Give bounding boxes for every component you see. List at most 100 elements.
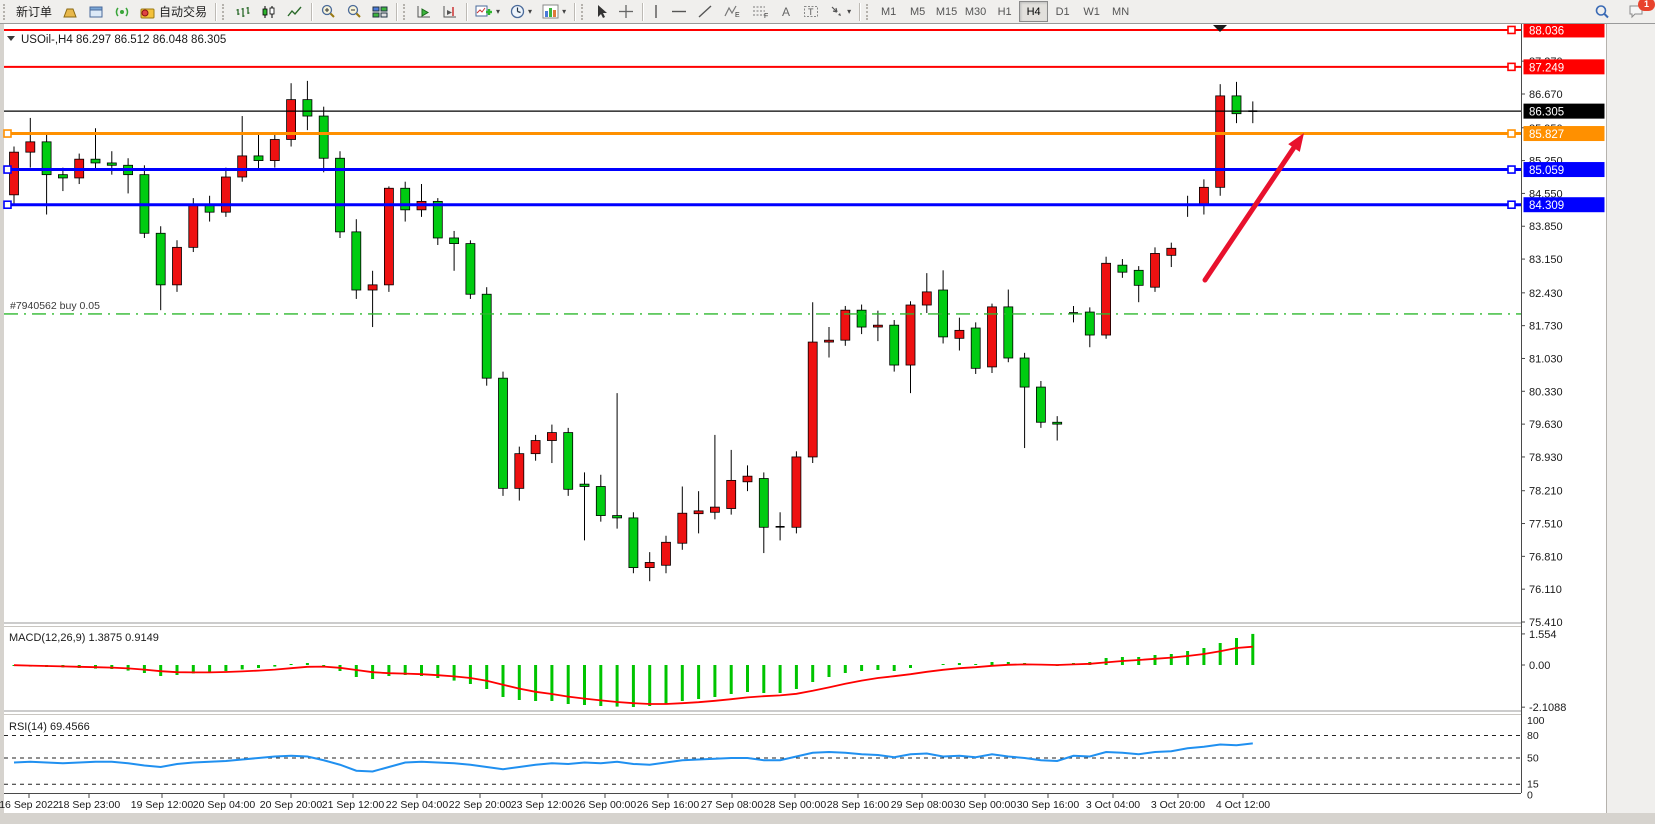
level-line-handle[interactable] [3,165,12,174]
time-tick-label: 29 Sep 08:00 [891,799,954,811]
candle-body [856,309,867,328]
crosshair-tool-button[interactable] [613,1,639,23]
text-tool-button[interactable]: A [774,1,798,23]
scroll-position-marker[interactable] [1213,25,1227,32]
time-tick-label: 30 Sep 00:00 [954,799,1017,811]
toolbar-grip[interactable] [581,3,586,20]
candle-body [693,510,704,515]
line-chart-mode-button[interactable] [282,1,308,23]
templates-button[interactable]: ▾ [537,1,571,23]
timeframe-m30-button[interactable]: M30 [964,5,987,18]
arrows-tool-button[interactable]: ▾ [824,1,856,23]
vertical-line-tool-button[interactable] [646,1,666,23]
periods-button[interactable]: ▾ [505,1,537,23]
toolbar-grip[interactable] [222,3,227,20]
signals-icon[interactable] [109,1,135,23]
timeframe-m1-button[interactable]: M1 [880,5,897,18]
crosshair-icon [619,5,634,18]
autotrade-icon [140,8,155,18]
timeframe-w1-button[interactable]: W1 [1083,5,1100,18]
rsi-tick-label: 100 [1527,715,1545,727]
autotrade-button[interactable]: 自动交易 [135,1,212,23]
level-line-handle[interactable] [3,129,12,138]
price-tick-label: 77.510 [1529,519,1563,531]
elliott-wave-tool-button[interactable]: E [718,1,746,23]
toolbar-grip[interactable] [3,3,8,20]
search-button[interactable] [1589,1,1615,23]
trend-arrow[interactable] [1202,140,1300,283]
autotrade-label: 自动交易 [159,5,208,19]
symbol-ohlc-label: USOil-,H4 86.297 86.512 86.048 86.305 [21,34,226,46]
horizontal-line-icon [672,10,687,13]
arrow-annotation-layer[interactable] [1202,133,1304,283]
timeframe-mn-button[interactable]: MN [1112,5,1130,18]
symbol-dropdown-icon[interactable] [7,36,15,41]
zoom-in-button[interactable] [315,1,341,23]
zoom-out-icon [347,4,361,18]
new-chart-button[interactable]: ▾ [470,1,505,23]
price-tick-label: 76.110 [1529,584,1562,596]
trend-arrow-head[interactable] [1288,133,1304,152]
notifications-button[interactable]: 1 [1623,0,1655,23]
timeframe-h4-button[interactable]: H4 [1019,1,1049,22]
svg-text:E: E [735,12,740,19]
timeframe-d1-button[interactable]: D1 [1055,5,1070,18]
levels-layer[interactable] [3,25,1521,315]
chart-shift-button[interactable] [437,1,463,23]
candle-body [253,155,264,161]
candle-body [987,306,997,368]
cursor-tool-button[interactable] [589,1,613,23]
timeframe-h1-button[interactable]: H1 [997,5,1012,18]
level-line-handle[interactable] [3,200,12,210]
market-watch-icon[interactable] [83,1,109,23]
price-badges-layer: 88.036 87.249 85.827 85.059 84.309 86.305 [1523,22,1605,213]
candle-body [873,324,883,328]
candle-body [1036,386,1046,423]
zoom-in-icon [321,4,335,18]
toolbar-grip[interactable] [403,3,408,20]
level-line-handle[interactable] [1507,25,1516,35]
candle-body [400,187,411,211]
shapes-icon [831,6,842,16]
candle-body [595,486,606,516]
chart-canvas[interactable]: 87.37086.67085.95085.25084.55083.85083.1… [0,22,1655,824]
level-line-handle[interactable] [1507,129,1516,138]
toolbar-separator [215,2,217,21]
candle-body [465,243,476,295]
timeframe-m5-button[interactable]: M5 [909,5,926,18]
candlestick-mode-button[interactable] [256,1,282,23]
timeframe-m15-button[interactable]: M15 [935,5,958,18]
candle-body [579,483,590,487]
toolbar-separator [311,2,313,21]
candle-body [188,204,199,248]
new-order-button[interactable]: 新订单 [11,1,57,23]
horizontal-line-tool-button[interactable] [666,1,692,23]
level-line-handle[interactable] [1507,62,1516,72]
price-tick-label: 78.930 [1529,452,1563,464]
tile-windows-button[interactable] [367,1,393,23]
chart-area[interactable]: 87.37086.67085.95085.25084.55083.85083.1… [0,22,1655,824]
zoom-out-button[interactable] [341,1,367,23]
bar-chart-mode-button[interactable] [230,1,256,23]
time-tick-label: 28 Sep 00:00 [764,799,827,811]
level-line-handle[interactable] [1507,165,1516,174]
candle-body [220,176,231,213]
price-badge-label: 85.059 [1529,165,1564,177]
price-tick-label: 78.210 [1529,486,1563,498]
candle-body [172,246,182,286]
trendline-tool-button[interactable] [692,1,718,23]
fibonacci-tool-button[interactable]: F [746,1,774,23]
auto-scroll-button[interactable] [411,1,437,23]
text-label-tool-button[interactable]: T [798,1,824,23]
chart-window-icon[interactable] [57,1,83,23]
time-tick-label: 21 Sep 12:00 [322,799,385,811]
price-tick-label: 82.430 [1529,288,1563,300]
candle-body [383,187,394,286]
candle-body [758,478,769,528]
toolbar-separator [642,2,644,21]
toolbar-grip[interactable] [866,3,871,20]
time-tick-label: 30 Sep 16:00 [1017,799,1080,811]
level-line-handle[interactable] [1507,200,1516,210]
candle-body [628,517,639,569]
